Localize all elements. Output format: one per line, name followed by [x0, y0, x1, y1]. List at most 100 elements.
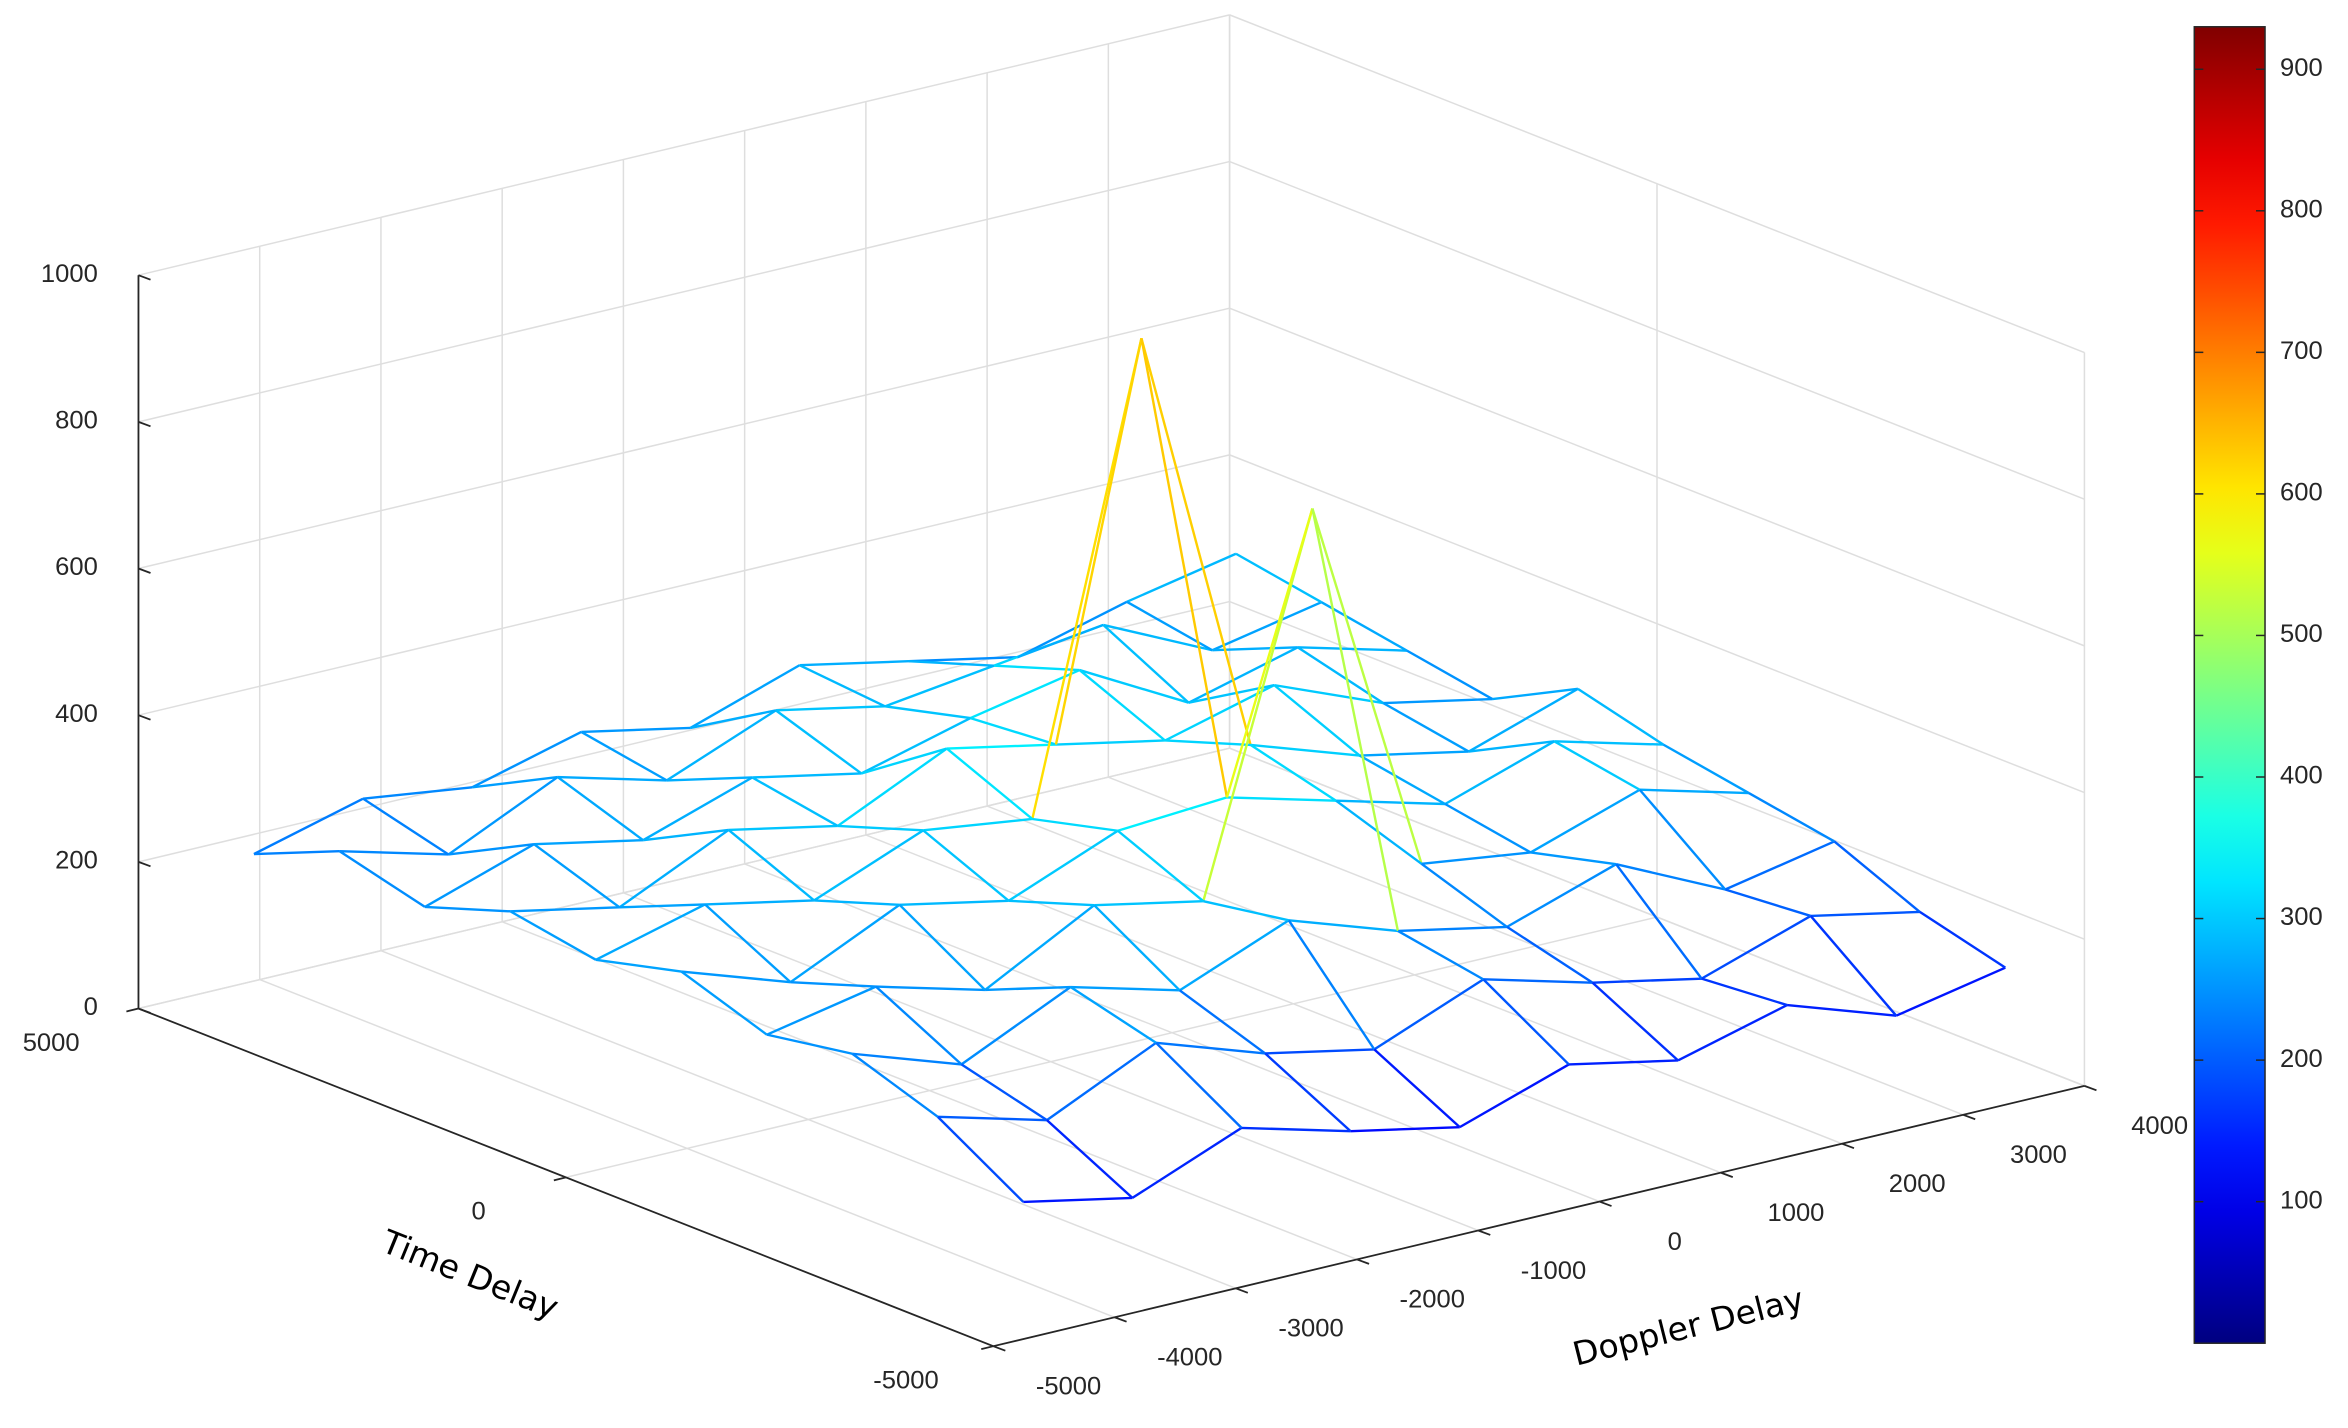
- grid-line: [138, 14, 1230, 276]
- mesh-edge: [1724, 888, 1812, 918]
- mesh-edge: [510, 906, 620, 913]
- x-tick: [1599, 1200, 1612, 1207]
- mesh-edge: [1023, 1196, 1133, 1204]
- mesh-edge: [1078, 669, 1166, 742]
- mesh-edge: [1226, 796, 1337, 802]
- plot-area: 02004006008001000-500005000-5000-4000-30…: [23, 14, 2323, 1400]
- mesh-edge: [1421, 851, 1531, 865]
- mesh-edge: [681, 970, 791, 984]
- colorbar-tick-label: 900: [2280, 54, 2323, 82]
- mesh-edge: [1117, 796, 1228, 832]
- mesh-edge: [1444, 802, 1532, 854]
- y-tick-label: -5000: [873, 1367, 938, 1395]
- mesh-edge: [556, 776, 644, 842]
- mesh-edge: [1126, 552, 1237, 603]
- mesh-edge: [666, 776, 753, 782]
- mesh-edge: [1677, 1004, 1788, 1062]
- mesh-edge: [533, 843, 621, 909]
- grid-line: [138, 160, 1230, 423]
- mesh-edge: [766, 1033, 853, 1055]
- mesh-edge: [1320, 601, 1408, 652]
- x-tick-label: 3000: [2010, 1141, 2067, 1169]
- mesh-edge: [1420, 862, 1508, 928]
- mesh-edge: [752, 772, 862, 779]
- x-tick: [2084, 1085, 2097, 1092]
- mesh-edge: [1591, 981, 1679, 1062]
- mesh-edge: [970, 716, 1057, 746]
- mesh-edge: [1155, 1041, 1243, 1129]
- colorbar-tick-label: 800: [2280, 196, 2323, 224]
- mesh-edge: [595, 903, 706, 961]
- mesh-edge: [1273, 683, 1384, 705]
- mesh-edge: [1397, 925, 1508, 933]
- mesh-edge: [789, 903, 901, 984]
- z-tick-label: 800: [55, 407, 98, 435]
- colorbar-tick-label: 300: [2280, 903, 2323, 931]
- mesh-edge: [937, 1115, 1047, 1122]
- colorbar-tick-label: 700: [2280, 337, 2323, 365]
- mesh-edge: [1383, 697, 1493, 705]
- mesh-edge: [1288, 919, 1399, 933]
- mesh-edge: [1140, 338, 1229, 798]
- mesh-edge: [1397, 929, 1484, 981]
- mesh-edge: [1833, 840, 1921, 913]
- x-tick: [1962, 1113, 1976, 1121]
- x-tick: [1356, 1258, 1370, 1265]
- x-tick: [1477, 1229, 1491, 1236]
- mesh: [253, 337, 2006, 1204]
- x-axis: [993, 1085, 2085, 1348]
- mesh-edge: [1311, 508, 1423, 865]
- mesh-edge: [799, 660, 909, 667]
- x-tick-label: -3000: [1278, 1315, 1343, 1343]
- z-tick: [138, 274, 151, 281]
- mesh-edge: [923, 817, 1033, 832]
- mesh-edge: [775, 709, 863, 775]
- mesh-edge: [790, 980, 877, 988]
- mesh-edge: [1482, 978, 1570, 1066]
- colorbar-tick-label: 600: [2280, 479, 2323, 507]
- mesh-edge: [1724, 840, 1835, 891]
- z-tick-label: 1000: [41, 260, 98, 288]
- mesh-edge: [1046, 1119, 1134, 1199]
- mesh-edge: [1444, 740, 1555, 806]
- grid-line: [565, 916, 1658, 1179]
- grid-line: [1229, 307, 2085, 647]
- mesh-edge: [1102, 624, 1190, 704]
- mesh-edge: [851, 1052, 939, 1118]
- mesh-edge: [1638, 788, 1727, 891]
- mesh-edge: [875, 985, 986, 992]
- mesh-edge: [1919, 910, 2006, 969]
- y-tick: [981, 1345, 994, 1351]
- x-tick: [1841, 1142, 1855, 1150]
- grid-line: [1229, 160, 2085, 500]
- mesh-edge: [837, 747, 948, 827]
- mesh-edge: [751, 776, 839, 827]
- z-tick: [138, 421, 151, 428]
- mesh-edge: [253, 849, 340, 856]
- x-tick-label: -1000: [1521, 1257, 1586, 1285]
- mesh-edge: [1701, 977, 1788, 1007]
- mesh-edge: [1662, 743, 1750, 795]
- mesh-edge: [1054, 338, 1143, 745]
- mesh-edge: [1055, 739, 1166, 746]
- mesh-edge: [1046, 1041, 1157, 1122]
- colorbar-tick-label: 500: [2280, 620, 2323, 648]
- mesh-edge: [1554, 740, 1664, 746]
- grid-line: [1229, 454, 2085, 794]
- mesh-edge: [1359, 750, 1469, 757]
- mesh-edge: [960, 986, 1072, 1066]
- mesh-edge: [1265, 1048, 1375, 1055]
- mesh-edge: [666, 709, 777, 782]
- mesh-edge: [1615, 863, 1703, 980]
- mesh-edge: [1212, 646, 1298, 652]
- mesh-edge: [1008, 899, 1095, 907]
- mesh-edge: [472, 775, 558, 789]
- mesh-edge: [1577, 687, 1665, 746]
- mesh-edge: [1700, 914, 1812, 980]
- mesh-edge: [813, 829, 924, 902]
- z-tick: [138, 861, 151, 868]
- grid-line: [138, 454, 1230, 716]
- y-tick: [553, 1176, 567, 1182]
- mesh-edge: [1592, 977, 1702, 984]
